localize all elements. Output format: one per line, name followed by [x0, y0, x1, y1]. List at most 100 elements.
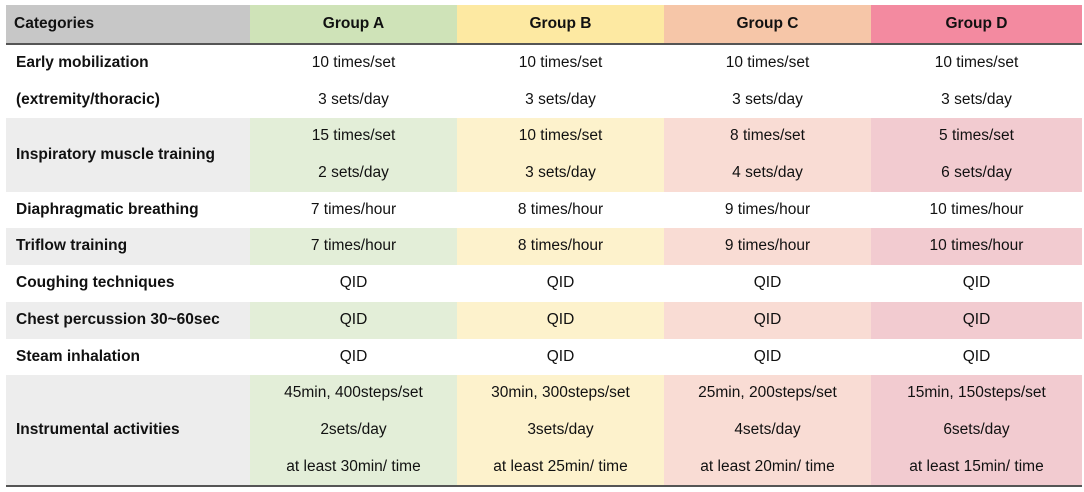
category-cell: Inspiratory muscle training: [6, 118, 250, 192]
category-label: Steam inhalation: [16, 347, 141, 365]
group-c-cell: 9 times/hour: [664, 192, 871, 229]
protocol-table: Categories Group A Group B Group C Group…: [6, 5, 1082, 488]
group-b-cell: 30min, 300steps/set 3sets/day at least 25m…: [457, 375, 664, 488]
cell-value: QID: [339, 347, 368, 365]
category-label: Coughing techniques: [16, 274, 175, 292]
category-cell: Chest percussion 30~60sec: [6, 301, 250, 339]
table-row: Steam inhalation QID QID QID QID: [6, 339, 1082, 376]
cell-value: 8 times/hour: [517, 237, 604, 255]
group-d-cell: QID: [871, 301, 1082, 339]
cell-value: 4sets/day: [734, 420, 801, 438]
cell-value: at least 25min/ time: [493, 457, 628, 475]
category-cell: Triflow training: [6, 228, 250, 266]
category-label: (extremity/thoracic): [16, 90, 160, 108]
cell-value: 4 sets/day: [732, 164, 803, 182]
cell-value: 25min, 200steps/set: [698, 384, 837, 402]
group-a-cell: QID: [250, 265, 457, 302]
table-row: Early mobilization (extremity/thoracic) 10…: [6, 44, 1082, 118]
cell-value: 10 times/set: [518, 127, 603, 145]
cell-value: 30min, 300steps/set: [491, 384, 630, 402]
group-a-cell: 7 times/hour: [250, 192, 457, 229]
cell-value: 3sets/day: [527, 420, 594, 438]
category-cell: Instrumental activities: [6, 375, 250, 488]
cell-value: 7 times/hour: [310, 237, 397, 255]
category-label: Early mobilization: [16, 54, 149, 71]
header-categories: Categories: [6, 5, 250, 45]
table-row: Instrumental activities 45min, 400steps/s…: [6, 375, 1082, 488]
cell-value: at least 15min/ time: [909, 457, 1044, 475]
group-c-cell: 25min, 200steps/set 4sets/day at least 20m…: [664, 375, 871, 488]
group-d-cell: QID: [871, 265, 1082, 302]
cell-value: at least 30min/ time: [286, 457, 421, 475]
group-c-cell: QID: [664, 339, 871, 376]
header-group-a: Group A: [250, 5, 457, 45]
cell-value: QID: [546, 310, 575, 328]
group-c-cell: 10 times/set 3 sets/day: [664, 44, 871, 118]
cell-value: 10 times/hour: [929, 200, 1024, 218]
group-a-cell: QID: [250, 339, 457, 376]
group-a-cell: 7 times/hour: [250, 228, 457, 266]
group-c-cell: QID: [664, 301, 871, 339]
group-a-cell: 45min, 400steps/set 2sets/day at least 30m…: [250, 375, 457, 488]
cell-value: 45min, 400steps/set: [284, 384, 423, 402]
cell-value: QID: [753, 274, 782, 292]
group-a-cell: QID: [250, 301, 457, 339]
cell-value: 10 times/set: [934, 54, 1019, 71]
cell-value: QID: [546, 274, 575, 292]
cell-value: 15min, 150steps/set: [907, 384, 1046, 402]
category-cell: Steam inhalation: [6, 339, 250, 376]
group-b-cell: 10 times/set 3 sets/day: [457, 44, 664, 118]
group-b-cell: 8 times/hour: [457, 192, 664, 229]
cell-value: 9 times/hour: [724, 200, 811, 218]
table-body: Early mobilization (extremity/thoracic) 10…: [6, 44, 1082, 488]
group-d-cell: 10 times/set 3 sets/day: [871, 44, 1082, 118]
cell-value: 10 times/set: [725, 54, 810, 71]
group-c-cell: 9 times/hour: [664, 228, 871, 266]
cell-value: 7 times/hour: [310, 200, 397, 218]
category-cell: Early mobilization (extremity/thoracic): [6, 44, 250, 118]
cell-value: 3 sets/day: [732, 90, 803, 108]
cell-value: 2sets/day: [320, 420, 387, 438]
table-row: Diaphragmatic breathing 7 times/hour 8 tim…: [6, 192, 1082, 229]
cell-value: QID: [546, 347, 575, 365]
group-c-cell: QID: [664, 265, 871, 302]
category-cell: Coughing techniques: [6, 265, 250, 302]
group-d-cell: 10 times/hour: [871, 228, 1082, 266]
header-group-b: Group B: [457, 5, 664, 45]
category-cell: Diaphragmatic breathing: [6, 192, 250, 229]
group-b-cell: 8 times/hour: [457, 228, 664, 266]
table-row: Chest percussion 30~60sec QID QID QID QID: [6, 301, 1082, 339]
cell-value: QID: [339, 274, 368, 292]
table-row: Coughing techniques QID QID QID QID: [6, 265, 1082, 302]
group-d-cell: 10 times/hour: [871, 192, 1082, 229]
cell-value: 3 sets/day: [318, 90, 389, 108]
cell-value: at least 20min/ time: [700, 457, 835, 475]
header-group-d: Group D: [871, 5, 1082, 45]
cell-value: 3 sets/day: [941, 90, 1012, 108]
cell-value: 8 times/hour: [517, 200, 604, 218]
cell-value: 15 times/set: [311, 127, 396, 145]
cell-value: 9 times/hour: [724, 237, 811, 255]
group-c-cell: 8 times/set 4 sets/day: [664, 118, 871, 192]
group-b-cell: 10 times/set 3 sets/day: [457, 118, 664, 192]
cell-value: 3 sets/day: [525, 164, 596, 182]
cell-value: QID: [339, 310, 368, 328]
group-d-cell: 5 times/set 6 sets/day: [871, 118, 1082, 192]
cell-value: 2 sets/day: [318, 164, 389, 182]
cell-value: 8 times/set: [730, 127, 805, 145]
group-b-cell: QID: [457, 339, 664, 376]
cell-value: QID: [962, 310, 991, 328]
table-row: Inspiratory muscle training 15 times/set 2…: [6, 118, 1082, 192]
table-row: Triflow training 7 times/hour 8 times/hour…: [6, 228, 1082, 266]
cell-value: 10 times/set: [311, 54, 396, 71]
category-label: Instrumental activities: [16, 420, 180, 438]
category-label: Diaphragmatic breathing: [16, 200, 199, 218]
cell-value: QID: [753, 347, 782, 365]
cell-value: 6sets/day: [943, 420, 1010, 438]
group-b-cell: QID: [457, 301, 664, 339]
group-a-cell: 10 times/set 3 sets/day: [250, 44, 457, 118]
header-row: Categories Group A Group B Group C Group…: [6, 5, 1082, 45]
category-label: Triflow training: [16, 237, 128, 255]
group-a-cell: 15 times/set 2 sets/day: [250, 118, 457, 192]
